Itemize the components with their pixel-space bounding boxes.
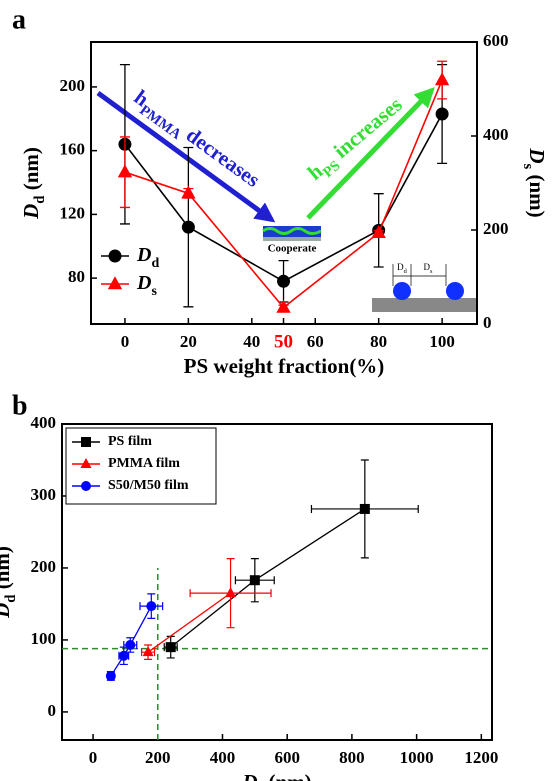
y2-tick-label: 600 [483, 31, 509, 50]
y-tick-label: 200 [60, 76, 86, 95]
panel-label: a [12, 4, 26, 35]
x-tick-label: 400 [210, 748, 236, 767]
marker [277, 274, 291, 288]
text-part: D [397, 262, 404, 272]
x-tick-label: 1200 [464, 748, 498, 767]
cooperate-inset [262, 226, 322, 241]
text-part: D [136, 244, 151, 266]
spacing-inset [372, 264, 476, 312]
marker [105, 670, 116, 681]
inset-label: Cooperate [268, 243, 317, 255]
text-part: D [241, 770, 257, 781]
marker [117, 164, 133, 178]
arrow-decrease [96, 90, 276, 223]
marker [181, 185, 196, 199]
x-tick-label: 200 [145, 748, 171, 767]
y2-tick-label: 0 [483, 313, 492, 332]
text-part: D [19, 204, 43, 220]
inset-d-label: Dd [397, 262, 408, 275]
text-part: (nm) [19, 147, 43, 195]
text-part: D [0, 603, 14, 619]
text-part: D [424, 262, 431, 272]
arrow-increase [306, 87, 435, 220]
x-tick-label: 600 [274, 748, 300, 767]
text-part: D [525, 147, 549, 163]
marker [359, 503, 370, 514]
text-part: d [32, 196, 48, 204]
legend-label: Ds [136, 272, 157, 299]
x-axis-label: Ds (nm) [241, 770, 311, 781]
x-tick-label: 80 [370, 332, 387, 351]
legend-label: PMMA film [108, 456, 180, 471]
legend-marker [80, 458, 92, 468]
x-tick-label: 800 [339, 748, 365, 767]
x-axis-label: PS weight fraction(%) [184, 354, 385, 378]
y-tick-label: 400 [31, 413, 57, 432]
plot-frame [61, 423, 493, 741]
marker [435, 107, 449, 121]
legend-marker [107, 276, 123, 290]
series-line [110, 605, 152, 677]
marker [118, 650, 129, 661]
marker [165, 642, 176, 653]
marker [434, 72, 450, 86]
y-tick-label: 80 [68, 267, 85, 286]
legend-label: S50/M50 film [108, 478, 189, 493]
y-tick-label: 300 [31, 485, 57, 504]
panel-label: b [12, 390, 28, 421]
marker [371, 225, 386, 239]
x-tick-label: 0 [89, 748, 98, 767]
x-tick-label: 100 [429, 332, 455, 351]
text-part: s [520, 164, 536, 170]
marker [125, 639, 136, 650]
x-tick-label: 0 [121, 332, 130, 351]
y-tick-label: 100 [31, 629, 57, 648]
legend-marker [81, 481, 91, 491]
text-part: s [151, 284, 157, 299]
inset-s-label: Ds [424, 262, 434, 275]
legend-label: PS film [108, 434, 152, 449]
legend-marker [108, 249, 122, 263]
y2-axis-label: Ds (nm) [520, 147, 550, 217]
marker [249, 575, 260, 586]
y2-tick-label: 200 [483, 219, 509, 238]
x-tick-label: 1000 [400, 748, 434, 767]
legend-marker [81, 437, 91, 447]
text-part: d [151, 256, 159, 271]
text-part: d [404, 268, 408, 275]
x-tick-label: 40 [243, 332, 260, 351]
legend-label: Dd [136, 244, 159, 271]
marker [225, 587, 237, 598]
x-tick-label: 50 [274, 331, 293, 352]
marker [276, 299, 291, 313]
text-part: s [430, 268, 433, 275]
text-part: d [3, 595, 19, 603]
y2-tick-label: 400 [483, 125, 509, 144]
y-tick-label: 120 [60, 203, 86, 222]
text-part: (nm) [0, 546, 14, 594]
marker [181, 220, 195, 234]
text-part: (nm) [263, 770, 311, 781]
y-axis-label: Dd (nm) [0, 546, 19, 619]
y-tick-label: 200 [31, 557, 57, 576]
y-tick-label: 160 [60, 140, 86, 159]
y-tick-label: 0 [48, 701, 57, 720]
y-axis-label: Dd (nm) [19, 147, 49, 220]
marker [146, 601, 157, 612]
x-tick-label: 20 [180, 332, 197, 351]
series-line [147, 592, 231, 653]
text-part: D [136, 272, 151, 294]
marker [142, 646, 154, 657]
text-part: (nm) [525, 169, 549, 217]
x-tick-label: 60 [307, 332, 324, 351]
